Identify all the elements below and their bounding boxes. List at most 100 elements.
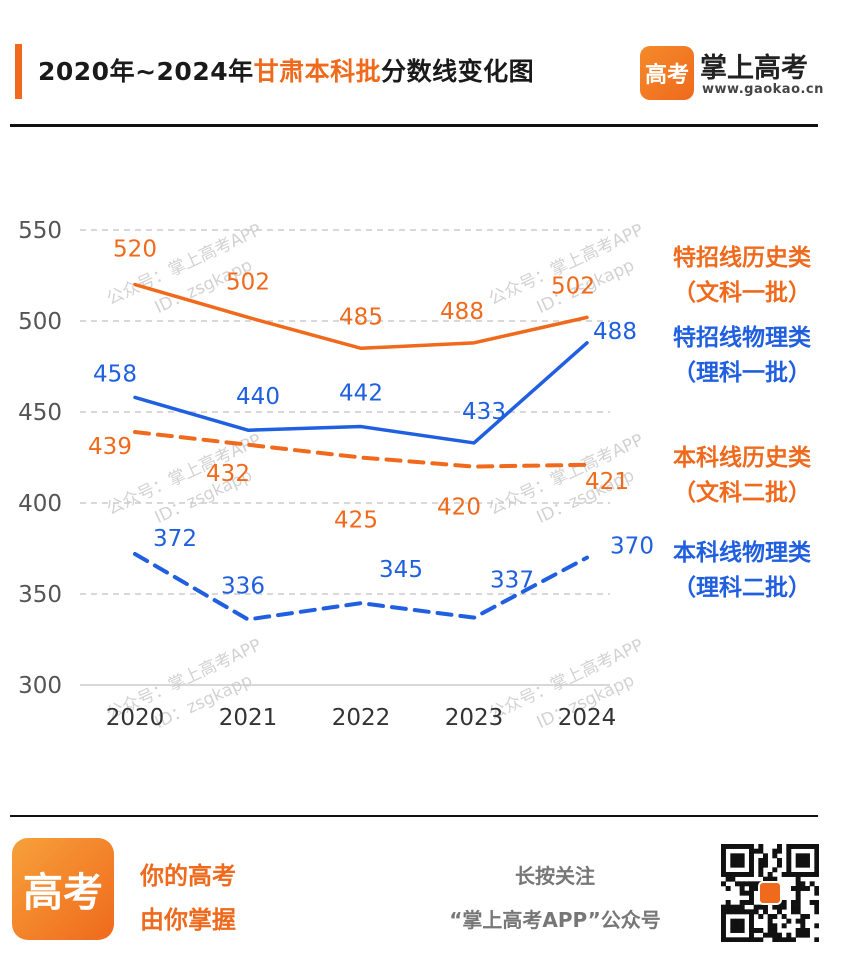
qr-module xyxy=(809,900,815,905)
qr-module xyxy=(772,867,778,873)
data-label: 420 xyxy=(437,495,481,521)
qr-module xyxy=(749,932,754,938)
qr-module xyxy=(735,858,740,863)
y-tick-label: 450 xyxy=(18,400,62,426)
qr-module xyxy=(814,853,819,859)
qr-module xyxy=(781,914,787,919)
qr-module xyxy=(772,914,778,919)
series-labels: 特招线历史类 （文科一批） 特招线物理类 （理科一批） 本科线历史类 （文科二批） 本科线物… xyxy=(673,244,811,601)
qr-center-logo xyxy=(758,881,782,905)
qr-module xyxy=(730,853,736,859)
qr-module xyxy=(767,928,773,933)
qr-module xyxy=(739,853,745,859)
qr-module xyxy=(800,844,806,849)
qr-module xyxy=(791,904,796,910)
qr-module xyxy=(800,928,806,933)
qr-module xyxy=(758,937,764,942)
qr-module xyxy=(758,858,764,863)
qr-module xyxy=(739,937,745,942)
qr-module xyxy=(795,853,801,859)
data-label: 421 xyxy=(585,469,629,495)
qr-module xyxy=(721,867,726,873)
qr-module xyxy=(763,876,768,882)
qr-module xyxy=(777,858,782,863)
qr-module xyxy=(814,937,819,942)
gaokao-logo-icon: 高考 xyxy=(640,46,694,100)
x-tick-label: 2021 xyxy=(219,705,278,731)
qr-module xyxy=(721,937,726,942)
qr-module xyxy=(735,904,740,910)
qr-module xyxy=(777,848,782,854)
qr-module xyxy=(725,876,731,882)
qr-code-icon[interactable] xyxy=(721,844,819,942)
qr-module xyxy=(795,932,801,938)
qr-module xyxy=(777,937,782,942)
qr-module xyxy=(795,900,801,905)
y-tick-label: 550 xyxy=(18,218,62,244)
qr-module xyxy=(786,848,792,854)
qr-module xyxy=(735,844,740,849)
qr-module xyxy=(795,895,801,901)
qr-module xyxy=(805,844,810,849)
qr-module xyxy=(786,918,792,924)
qr-module xyxy=(721,923,726,929)
qr-module xyxy=(795,918,801,924)
qr-module xyxy=(814,848,819,854)
qr-module xyxy=(753,937,759,942)
x-tick-label: 2022 xyxy=(332,705,391,731)
qr-module xyxy=(781,904,787,910)
qr-module xyxy=(721,918,726,924)
qr-module xyxy=(749,848,754,854)
qr-module xyxy=(739,909,745,915)
qr-module xyxy=(805,886,810,891)
qr-module xyxy=(795,872,801,877)
qr-module xyxy=(749,862,754,868)
data-label: 439 xyxy=(88,434,132,460)
qr-module xyxy=(791,844,796,849)
data-label: 432 xyxy=(206,461,250,487)
series-label: （理科二批） xyxy=(673,574,811,601)
brand[interactable]: 高考 掌上高考 www.gaokao.cn xyxy=(640,46,830,102)
qr-module xyxy=(781,900,787,905)
qr-module xyxy=(767,914,773,919)
qr-module xyxy=(730,904,736,910)
qr-module xyxy=(725,872,731,877)
gaokao-app-logo-icon[interactable]: 高考 xyxy=(12,838,114,940)
qr-module xyxy=(800,918,806,924)
qr-module xyxy=(814,900,819,905)
qr-module xyxy=(805,914,810,919)
qr-module xyxy=(721,928,726,933)
data-label: 488 xyxy=(440,299,484,325)
qr-module xyxy=(753,886,759,891)
qr-module xyxy=(749,914,754,919)
data-label: 370 xyxy=(610,534,654,560)
qr-module xyxy=(763,909,768,915)
series-line xyxy=(133,341,589,445)
qr-module xyxy=(739,923,745,929)
qr-module xyxy=(735,853,740,859)
qr-module xyxy=(758,862,764,868)
page-title: 2020年~2024年甘肃本科批分数线变化图 xyxy=(38,52,534,88)
qr-module xyxy=(744,900,750,905)
qr-module xyxy=(814,862,819,868)
qr-module xyxy=(795,858,801,863)
data-label: 442 xyxy=(339,381,383,407)
qr-module xyxy=(721,853,726,859)
qr-module xyxy=(772,928,778,933)
qr-module xyxy=(721,872,726,877)
qr-module xyxy=(786,872,792,877)
data-label: 440 xyxy=(236,384,280,410)
qr-module xyxy=(800,862,806,868)
y-tick-labels: 550 500 450 400 350 300 xyxy=(18,218,62,699)
series-line xyxy=(133,430,589,469)
series-label: 特招线历史类 xyxy=(673,244,811,271)
qr-module xyxy=(739,928,745,933)
qr-module xyxy=(763,932,768,938)
series-lines xyxy=(133,282,589,622)
qr-module xyxy=(795,881,801,887)
header: 2020年~2024年甘肃本科批分数线变化图 高考 掌上高考 www.gaoka… xyxy=(0,0,854,127)
qr-module xyxy=(730,858,736,863)
series-label: （文科一批） xyxy=(673,279,811,306)
